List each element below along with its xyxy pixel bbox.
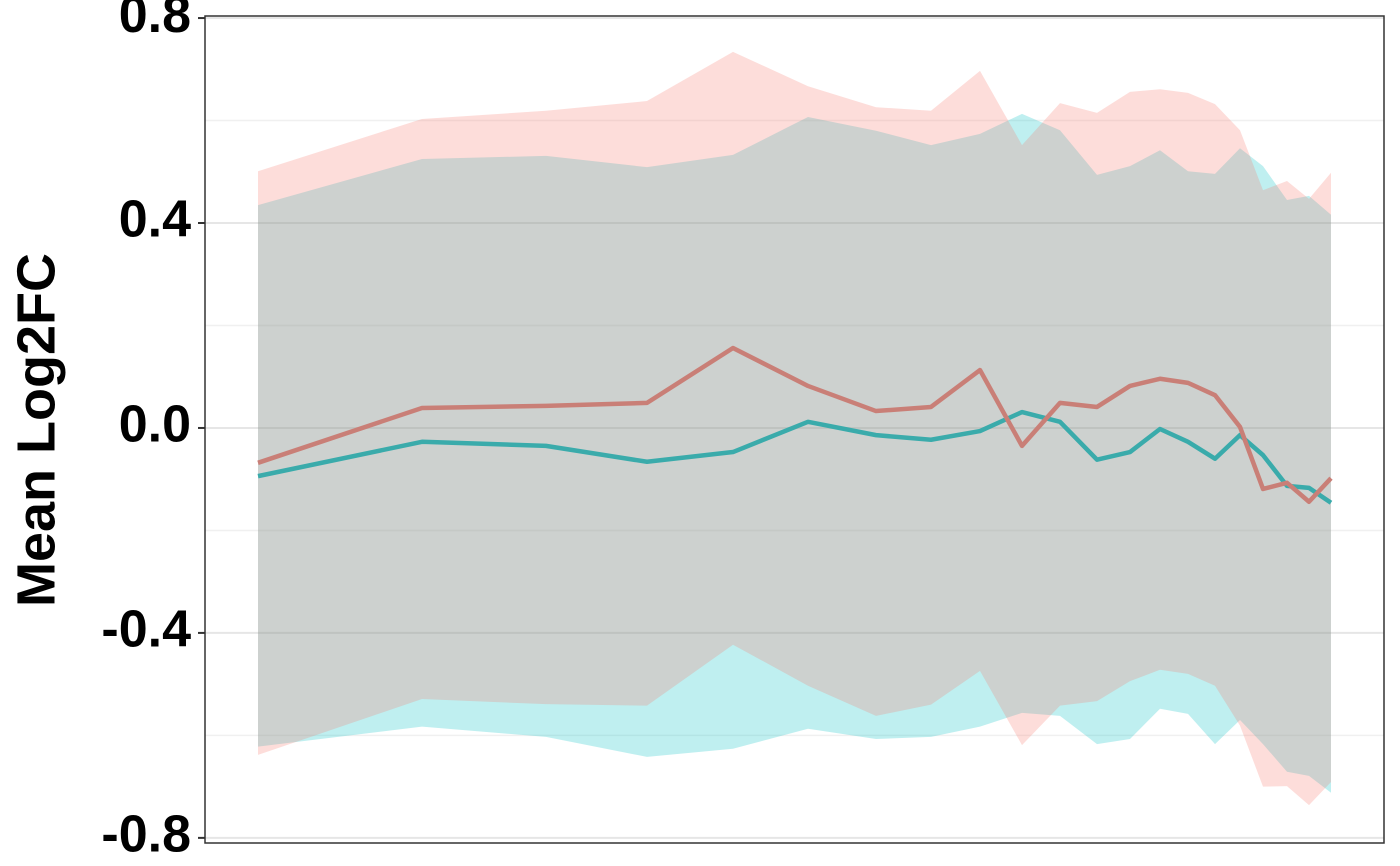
line <box>257 409 1333 505</box>
y-tick-label: 0.0 <box>119 396 191 454</box>
y-tick-label: 0.8 <box>119 0 191 44</box>
y-tick-label: -0.4 <box>101 601 191 659</box>
y-tick-label: -0.8 <box>101 806 191 864</box>
y-tick-label: 0.4 <box>119 191 191 249</box>
line <box>257 345 1333 504</box>
plot-border <box>204 15 1385 844</box>
ribbon <box>258 113 1331 793</box>
y-axis-label: Mean Log2FC <box>6 253 66 607</box>
